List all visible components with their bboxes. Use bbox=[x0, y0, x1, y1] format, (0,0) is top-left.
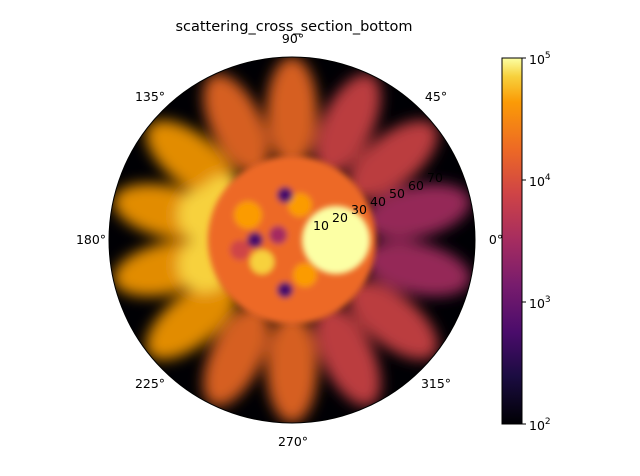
colorbar-label-1e5: 105 bbox=[529, 51, 551, 67]
inner-blob bbox=[293, 263, 317, 287]
r-tick-40: 40 bbox=[370, 194, 386, 209]
heatmap-lobe bbox=[203, 304, 270, 407]
inner-blob bbox=[250, 250, 274, 274]
inner-blob bbox=[277, 187, 293, 203]
inner-blob bbox=[230, 240, 250, 260]
theta-tick-315: 315° bbox=[421, 376, 451, 391]
r-tick-20: 20 bbox=[332, 210, 348, 225]
inner-blob bbox=[277, 282, 293, 298]
inner-blob bbox=[234, 201, 262, 229]
theta-tick-225: 225° bbox=[135, 376, 165, 391]
theta-tick-0: 0° bbox=[489, 232, 503, 247]
theta-tick-135: 135° bbox=[135, 89, 165, 104]
r-tick-70: 70 bbox=[427, 170, 443, 185]
heatmap-lobe bbox=[346, 280, 438, 360]
specular-peak bbox=[302, 206, 370, 274]
heatmap-lobe bbox=[146, 280, 238, 360]
theta-tick-45: 45° bbox=[425, 89, 447, 104]
inner-blob bbox=[269, 226, 287, 244]
colorbar-label-1e3: 103 bbox=[529, 295, 551, 311]
theta-tick-270: 270° bbox=[278, 434, 308, 449]
inner-disc bbox=[207, 155, 377, 325]
inner-blob bbox=[288, 193, 312, 217]
colorbar: 105 104 103 102 bbox=[501, 51, 551, 433]
heatmap-lobe bbox=[363, 240, 471, 297]
heatmap-lobe bbox=[363, 183, 471, 240]
polar-heatmap bbox=[108, 56, 476, 424]
colorbar-label-1e2: 102 bbox=[529, 417, 551, 433]
r-tick-60: 60 bbox=[408, 178, 424, 193]
heatmap-lobe bbox=[266, 57, 318, 167]
theta-tick-180: 180° bbox=[76, 232, 106, 247]
heatmap-lobe bbox=[314, 73, 381, 176]
r-tick-labels: 10 20 30 40 50 60 70 bbox=[313, 170, 443, 233]
chart-title: scattering_cross_section_bottom bbox=[175, 19, 412, 35]
heatmap-lobe bbox=[266, 313, 318, 423]
r-tick-50: 50 bbox=[389, 186, 405, 201]
heatmap-lobe bbox=[203, 73, 270, 176]
r-tick-10: 10 bbox=[313, 218, 329, 233]
polar-frame bbox=[108, 56, 476, 424]
colorbar-gradient bbox=[501, 57, 523, 425]
inner-blob bbox=[247, 232, 263, 248]
heatmap-lobe bbox=[346, 120, 438, 200]
theta-tick-90: 90° bbox=[282, 31, 304, 46]
heatmap-inner-region bbox=[207, 155, 377, 325]
colorbar-label-1e4: 104 bbox=[529, 173, 551, 189]
r-tick-30: 30 bbox=[351, 202, 367, 217]
colorbar-ticks: 105 104 103 102 bbox=[522, 51, 551, 433]
heatmap-lobe bbox=[314, 304, 381, 407]
theta-tick-labels: 0° 45° 90° 135° 180° 225° 270° 315° bbox=[76, 31, 503, 449]
